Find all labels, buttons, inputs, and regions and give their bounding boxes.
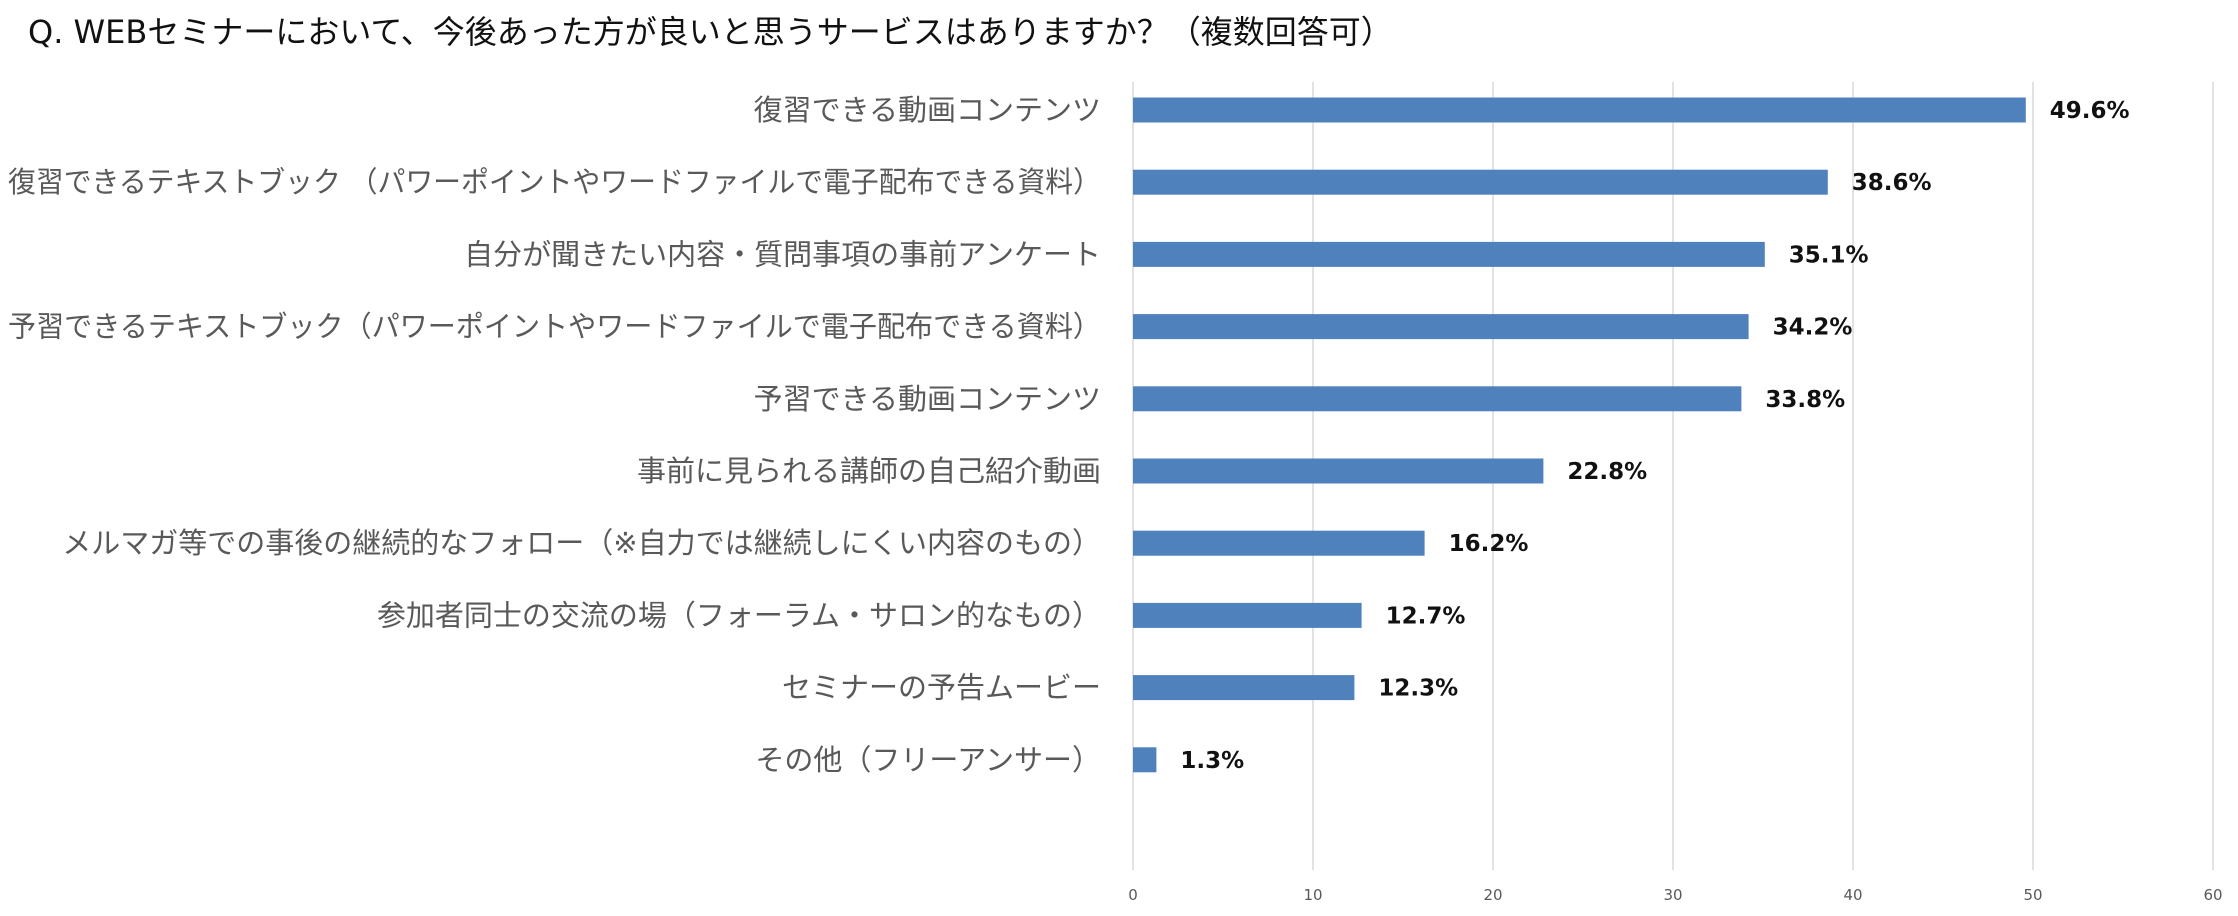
category-label: 予習できる動画コンテンツ xyxy=(754,382,1101,416)
bar xyxy=(1133,675,1355,701)
data-label: 35.1% xyxy=(1789,242,1869,268)
bar xyxy=(1133,169,1828,195)
category-label: その他（フリーアンサー） xyxy=(755,743,1101,777)
x-tick-label: 20 xyxy=(1483,886,1502,904)
x-tick-label: 60 xyxy=(2203,886,2222,904)
bar xyxy=(1133,386,1742,412)
data-label: 33.8% xyxy=(1765,387,1845,413)
bar xyxy=(1133,97,2026,123)
x-tick-label: 0 xyxy=(1128,886,1138,904)
x-tick-label: 30 xyxy=(1663,886,1682,904)
bar xyxy=(1133,458,1544,484)
bars xyxy=(1133,97,2026,773)
bar xyxy=(1133,602,1362,628)
x-tick-label: 40 xyxy=(1843,886,1862,904)
category-label: 事前に見られる講師の自己紹介動画 xyxy=(637,454,1101,488)
data-label: 1.3% xyxy=(1180,748,1244,774)
x-axis-ticks: 0 10 20 30 40 50 60 xyxy=(1128,886,2222,904)
data-label: 16.2% xyxy=(1449,531,1529,557)
category-label: セミナーの予告ムービー xyxy=(782,671,1101,705)
category-label: 復習できる動画コンテンツ xyxy=(754,93,1101,127)
bar xyxy=(1133,314,1749,340)
data-label: 12.3% xyxy=(1378,676,1458,702)
category-label: メルマガ等での事後の継続的なフォロー（※自力では継続しにくい内容のもの） xyxy=(62,526,1101,560)
data-label: 12.7% xyxy=(1386,603,1466,629)
bar xyxy=(1133,530,1425,556)
category-label: 復習できるテキストブック （パワーポイントやワードファイルで電子配布できる資料） xyxy=(8,165,1101,199)
chart-title: Q. WEBセミナーにおいて、今後あった方が良いと思うサービスはありますか？（複… xyxy=(28,13,1393,51)
x-tick-label: 50 xyxy=(2023,886,2042,904)
bar xyxy=(1133,747,1157,773)
category-label: 参加者同士の交流の場（フォーラム・サロン的なもの） xyxy=(377,598,1101,632)
category-label: 自分が聞きたい内容・質問事項の事前アンケート xyxy=(464,237,1101,271)
bar xyxy=(1133,241,1765,267)
data-label: 34.2% xyxy=(1773,315,1853,341)
data-label: 49.6% xyxy=(2050,98,2130,124)
category-label: 予習できるテキストブック（パワーポイントやワードファイルで電子配布できる資料） xyxy=(8,310,1101,344)
data-label: 22.8% xyxy=(1567,459,1647,485)
data-labels: 49.6% 38.6% 35.1% 34.2% 33.8% 22.8% 16.2% 12.7%… xyxy=(1180,98,2129,774)
x-tick-label: 10 xyxy=(1303,886,1322,904)
data-label: 38.6% xyxy=(1852,170,1932,196)
